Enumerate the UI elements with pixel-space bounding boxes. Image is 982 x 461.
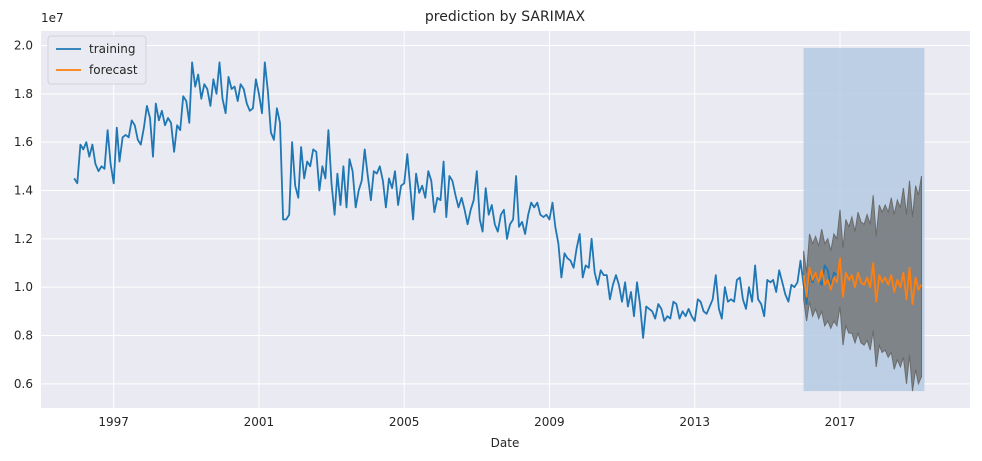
legend-label-training: training (89, 42, 136, 56)
series-line-training (73, 61, 838, 339)
y-tick-label-4: 1.4 (14, 184, 33, 198)
y-tick-label-3: 1.2 (14, 232, 33, 246)
legend-box (47, 35, 147, 85)
y-tick-label-1: 0.8 (14, 329, 33, 343)
x-tick-label-2: 2005 (389, 415, 420, 429)
x-tick-label-5: 2017 (825, 415, 856, 429)
series-line-forecast (802, 257, 923, 306)
y-tick-label-7: 2.0 (14, 39, 33, 53)
y-axis-offset-label: 1e7 (41, 11, 64, 25)
chart-title: prediction by SARIMAX (425, 9, 586, 25)
x-axis-ticks: 1997 2001 2005 2009 2013 2017 (98, 415, 855, 429)
x-tick-label-3: 2009 (534, 415, 565, 429)
x-tick-label-1: 2001 (244, 415, 275, 429)
y-axis-ticks: 0.6 0.8 1.0 1.2 1.4 1.6 1.8 2.0 (14, 39, 33, 391)
x-tick-label-0: 1997 (98, 415, 129, 429)
series-lines (73, 61, 923, 339)
legend-label-forecast: forecast (89, 63, 138, 77)
x-axis-label: Date (491, 436, 520, 450)
x-tick-label-4: 2013 (679, 415, 710, 429)
y-tick-label-2: 1.0 (14, 280, 33, 294)
legend: training forecast (47, 35, 147, 85)
y-tick-label-5: 1.6 (14, 135, 33, 149)
y-tick-label-0: 0.6 (14, 377, 33, 391)
y-tick-label-6: 1.8 (14, 87, 33, 101)
